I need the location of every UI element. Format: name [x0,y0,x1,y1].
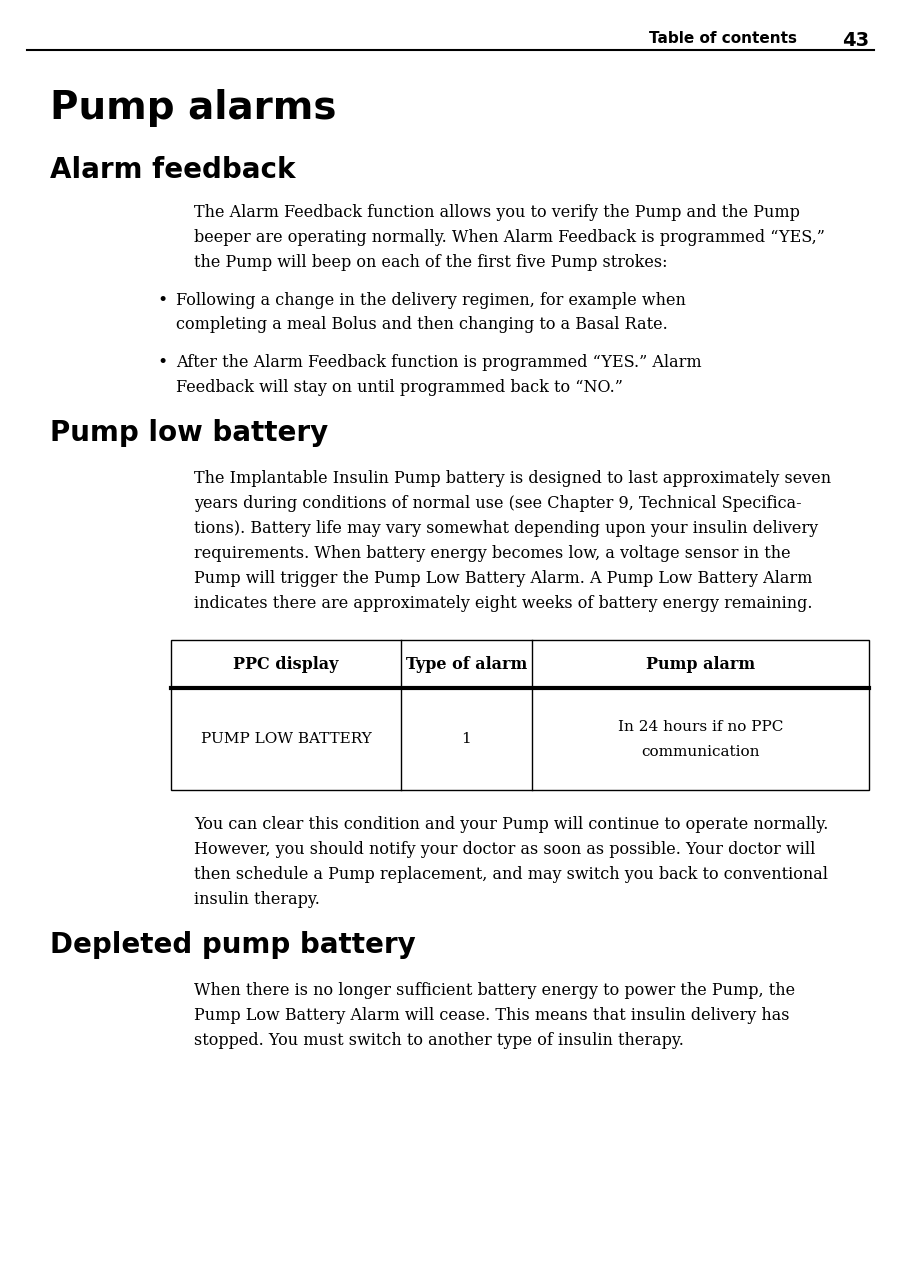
Text: Following a change in the delivery regimen, for example when: Following a change in the delivery regim… [176,291,686,309]
Text: Pump alarm: Pump alarm [646,656,755,672]
Text: Feedback will stay on until programmed back to “NO.”: Feedback will stay on until programmed b… [176,379,623,396]
Text: Alarm feedback: Alarm feedback [50,156,295,184]
Text: When there is no longer sufficient battery energy to power the Pump, the: When there is no longer sufficient batte… [194,981,795,999]
Text: The Implantable Insulin Pump battery is designed to last approximately seven: The Implantable Insulin Pump battery is … [194,470,831,487]
Text: Pump low battery: Pump low battery [50,419,328,447]
Text: tions). Battery life may vary somewhat depending upon your insulin delivery: tions). Battery life may vary somewhat d… [194,519,818,537]
Text: The Alarm Feedback function allows you to verify the Pump and the Pump: The Alarm Feedback function allows you t… [194,204,799,221]
Text: Pump will trigger the Pump Low Battery Alarm. A Pump Low Battery Alarm: Pump will trigger the Pump Low Battery A… [194,569,812,587]
Text: years during conditions of normal use (see Chapter 9, Technical Specifica-: years during conditions of normal use (s… [194,495,801,512]
Text: Depleted pump battery: Depleted pump battery [50,930,415,958]
Text: the Pump will beep on each of the first five Pump strokes:: the Pump will beep on each of the first … [194,254,668,271]
Text: Type of alarm: Type of alarm [405,656,527,672]
Bar [171,639,869,790]
Text: completing a meal Bolus and then changing to a Basal Rate.: completing a meal Bolus and then changin… [176,316,668,333]
Text: requirements. When battery energy becomes low, a voltage sensor in the: requirements. When battery energy become… [194,545,790,561]
Text: Table of contents: Table of contents [650,31,797,46]
Text: indicates there are approximately eight weeks of battery energy remaining.: indicates there are approximately eight … [194,595,812,611]
Text: beeper are operating normally. When Alarm Feedback is programmed “YES,”: beeper are operating normally. When Alar… [194,230,824,246]
Text: •: • [158,291,168,309]
Text: •: • [158,353,168,371]
Text: PPC display: PPC display [233,656,339,672]
Text: In 24 hours if no PPC: In 24 hours if no PPC [618,720,783,734]
Text: then schedule a Pump replacement, and may switch you back to conventional: then schedule a Pump replacement, and ma… [194,865,828,883]
Text: You can clear this condition and your Pump will continue to operate normally.: You can clear this condition and your Pu… [194,815,828,833]
Text: communication: communication [642,745,760,759]
Text: Pump alarms: Pump alarms [50,89,336,128]
Text: stopped. You must switch to another type of insulin therapy.: stopped. You must switch to another type… [194,1031,684,1049]
Text: 43: 43 [842,31,869,50]
Text: insulin therapy.: insulin therapy. [194,891,320,907]
Text: PUMP LOW BATTERY: PUMP LOW BATTERY [201,732,371,746]
Text: After the Alarm Feedback function is programmed “YES.” Alarm: After the Alarm Feedback function is pro… [176,353,701,371]
Text: Pump Low Battery Alarm will cease. This means that insulin delivery has: Pump Low Battery Alarm will cease. This … [194,1007,789,1023]
Text: However, you should notify your doctor as soon as possible. Your doctor will: However, you should notify your doctor a… [194,841,815,857]
Text: 1: 1 [461,732,471,746]
